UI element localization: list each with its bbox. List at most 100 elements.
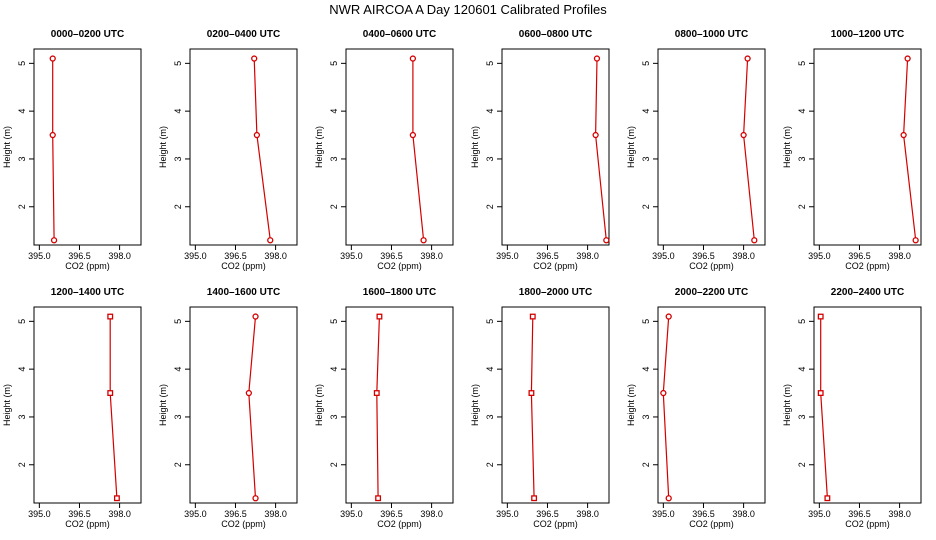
data-point — [529, 313, 536, 320]
y-tick-label: 4 — [797, 367, 807, 372]
panel-title: 0600–0800 UTC — [519, 29, 592, 40]
profile-panel: 0000–0200 UTC 395.0 396.5 398.0 2 3 4 5 CO2 (ppm… — [2, 29, 142, 271]
y-tick-label: 2 — [797, 204, 807, 209]
data-point — [904, 55, 911, 62]
y-tick-label: 4 — [641, 367, 651, 372]
plot-frame — [189, 48, 298, 246]
x-tick-label: 395.0 — [340, 251, 363, 261]
data-point — [50, 237, 58, 244]
profile-line — [594, 58, 607, 241]
y-tick-label: 5 — [173, 61, 183, 66]
data-point — [420, 237, 427, 244]
y-tick-label: 5 — [17, 61, 27, 66]
data-point — [817, 390, 824, 396]
panel-title: 1800–2000 UTC — [519, 287, 592, 298]
y-tick-label: 5 — [641, 319, 651, 324]
plot-frame — [345, 48, 454, 246]
y-tick-label: 2 — [17, 204, 27, 209]
data-point — [251, 55, 258, 62]
x-axis-label: CO2 (ppm) — [65, 519, 110, 529]
data-point — [375, 495, 382, 502]
y-tick-label: 5 — [329, 319, 339, 324]
panel-title: 0800–1000 UTC — [675, 29, 748, 40]
panel-title: 2200–2400 UTC — [831, 287, 904, 298]
panel-title: 1600–1800 UTC — [363, 287, 436, 298]
y-tick-label: 2 — [485, 204, 495, 209]
panel-title: 1000–1200 UTC — [831, 29, 904, 40]
plot-frame — [657, 306, 766, 504]
data-point — [107, 313, 114, 320]
x-tick-label: 396.5 — [380, 509, 403, 519]
y-tick-label: 4 — [485, 367, 495, 372]
y-tick-label: 3 — [797, 414, 807, 419]
y-tick-label: 2 — [641, 462, 651, 467]
x-tick-label: 395.0 — [28, 509, 51, 519]
x-tick-label: 398.0 — [732, 509, 755, 519]
data-point — [593, 55, 601, 62]
x-tick-label: 395.0 — [808, 509, 831, 519]
x-tick-label: 395.0 — [28, 251, 51, 261]
x-tick-label: 398.0 — [888, 251, 911, 261]
y-axis-label: Height (m) — [470, 126, 480, 168]
plot-frame — [813, 306, 922, 504]
data-point — [107, 390, 114, 396]
profile-line — [109, 316, 118, 499]
x-tick-label: 398.0 — [420, 251, 443, 261]
y-tick-label: 4 — [485, 109, 495, 114]
x-tick-label: 395.0 — [652, 509, 675, 519]
x-tick-label: 396.5 — [224, 251, 247, 261]
plot-frame — [189, 306, 298, 504]
x-axis-label: CO2 (ppm) — [533, 519, 578, 529]
x-axis-label: CO2 (ppm) — [689, 261, 734, 271]
data-point — [744, 55, 751, 62]
y-tick-label: 2 — [17, 462, 27, 467]
y-axis-label: Height (m) — [158, 126, 168, 168]
x-axis-label: CO2 (ppm) — [65, 261, 110, 271]
x-axis-label: CO2 (ppm) — [377, 519, 422, 529]
y-tick-label: 5 — [485, 319, 495, 324]
panel-title: 0400–0600 UTC — [363, 29, 436, 40]
data-point — [665, 313, 672, 320]
x-tick-label: 396.5 — [224, 509, 247, 519]
plot-frame — [657, 48, 766, 246]
panel-title: 0200–0400 UTC — [207, 29, 280, 40]
profile-line — [662, 316, 670, 499]
profile-line — [52, 58, 55, 241]
x-tick-label: 396.5 — [848, 509, 871, 519]
panel-title: 1200–1400 UTC — [51, 287, 124, 298]
profile-line — [253, 58, 271, 241]
plot-frame — [33, 48, 142, 246]
y-tick-label: 3 — [173, 414, 183, 419]
x-tick-label: 398.0 — [576, 251, 599, 261]
data-point — [531, 495, 538, 502]
y-axis-label: Height (m) — [470, 384, 480, 426]
x-tick-label: 396.5 — [692, 509, 715, 519]
y-axis-label: Height (m) — [314, 126, 324, 168]
profile-panel: 0600–0800 UTC 395.0 396.5 398.0 2 3 4 5 CO2 (ppm… — [470, 29, 610, 271]
x-axis-label: CO2 (ppm) — [689, 519, 734, 529]
x-tick-label: 395.0 — [184, 509, 207, 519]
plot-frame — [345, 306, 454, 504]
profile-panel: 1000–1200 UTC 395.0 396.5 398.0 2 3 4 5 CO2 (ppm… — [782, 29, 922, 271]
plot-frame — [33, 306, 142, 504]
data-point — [817, 313, 824, 320]
x-tick-label: 398.0 — [264, 251, 287, 261]
y-tick-label: 4 — [797, 109, 807, 114]
y-tick-label: 2 — [641, 204, 651, 209]
data-point — [912, 237, 919, 244]
y-tick-label: 3 — [485, 156, 495, 161]
y-tick-label: 3 — [329, 156, 339, 161]
y-axis-label: Height (m) — [782, 384, 792, 426]
data-point — [740, 131, 747, 139]
y-tick-label: 2 — [329, 204, 339, 209]
y-axis-label: Height (m) — [782, 126, 792, 168]
profile-line — [530, 316, 535, 499]
y-tick-label: 5 — [17, 319, 27, 324]
x-tick-label: 398.0 — [732, 251, 755, 261]
x-axis-label: CO2 (ppm) — [533, 261, 578, 271]
y-tick-label: 2 — [173, 204, 183, 209]
data-point — [409, 131, 417, 139]
y-axis-label: Height (m) — [2, 126, 12, 168]
y-tick-label: 4 — [329, 367, 339, 372]
y-tick-label: 5 — [641, 61, 651, 66]
